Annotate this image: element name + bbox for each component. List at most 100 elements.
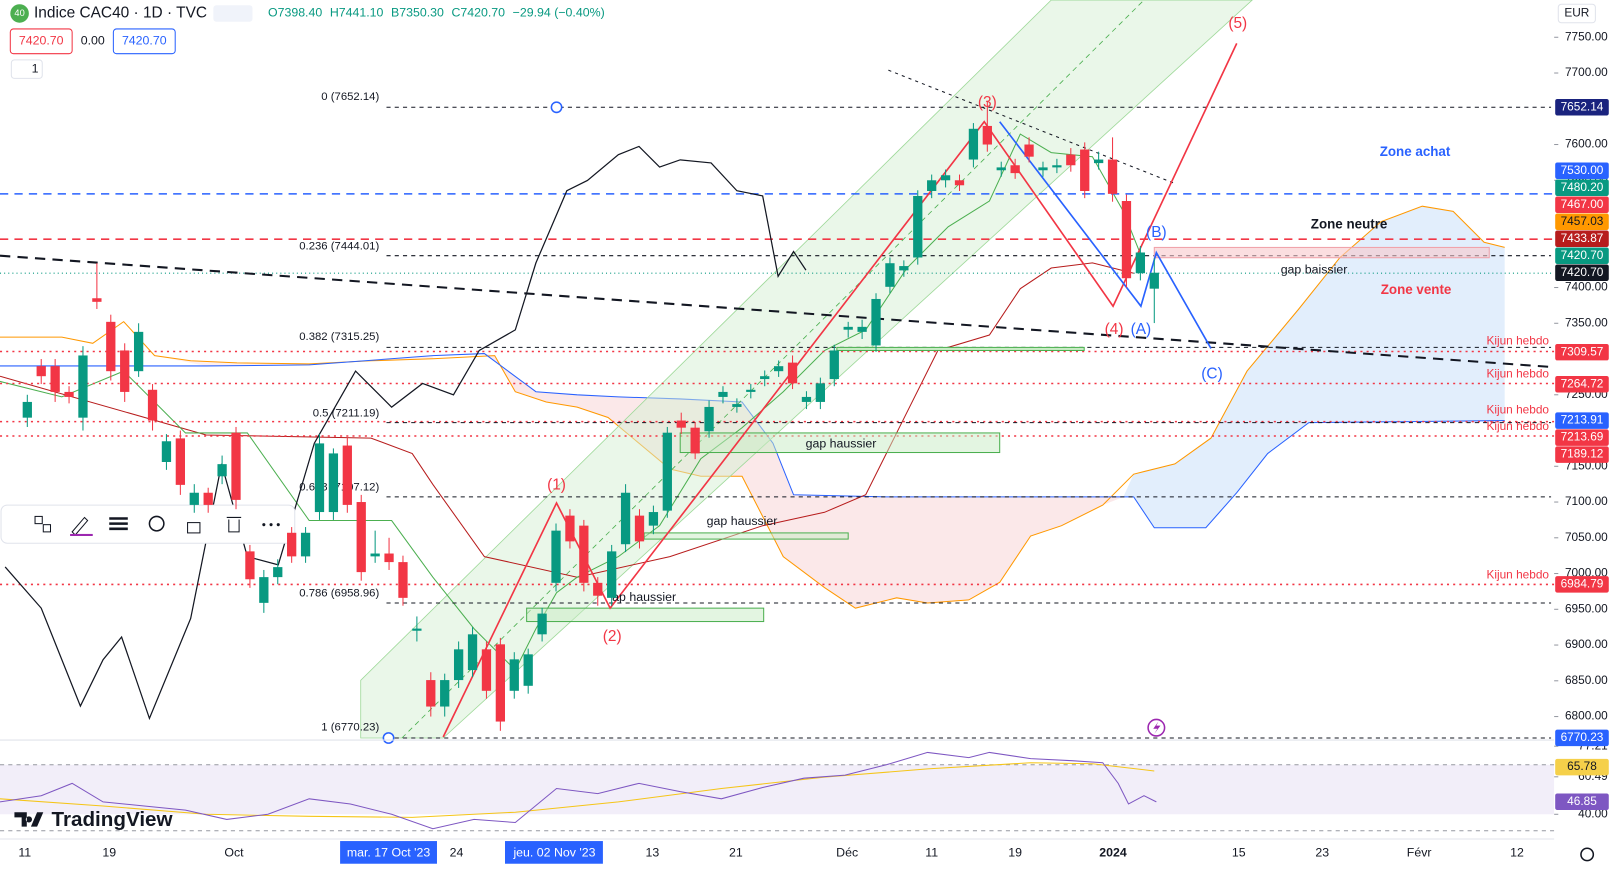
price-tag-label: 7309.57 — [1561, 344, 1604, 358]
tool-icon[interactable] — [269, 523, 273, 527]
candle-body — [245, 551, 255, 580]
gap-label: ap haussier — [612, 590, 676, 604]
fib-label: 0.382 (7315.25) — [299, 331, 379, 343]
compare-button[interactable] — [213, 5, 253, 22]
date-label: jeu. 02 Nov '23 — [512, 846, 595, 860]
candle-body — [300, 532, 311, 557]
fib-label: 0.618 (7107.12) — [299, 482, 379, 494]
rsi-line — [0, 751, 1157, 830]
candle-body — [50, 366, 60, 392]
price-tag — [1555, 264, 1609, 281]
y-tick-label: 7400.00 — [1565, 280, 1608, 294]
symbol-badge — [10, 4, 29, 23]
trend-line — [0, 254, 1552, 369]
candle-body — [328, 453, 339, 513]
date-label: Févr — [1407, 846, 1432, 860]
date-label: 24 — [450, 846, 464, 860]
candle-body — [1135, 252, 1146, 274]
date-label: Oct — [224, 846, 244, 860]
candle-body — [579, 525, 589, 583]
cloud-bullish — [1123, 206, 1505, 528]
date-label: 12 — [1510, 846, 1524, 860]
tool-icon[interactable] — [34, 515, 43, 525]
zone-label: Zone neutre — [1311, 216, 1388, 231]
candle-body — [857, 326, 867, 332]
candle-body — [1024, 144, 1034, 157]
candle-body — [467, 634, 478, 671]
anchor — [550, 101, 563, 114]
quantity-dropdown[interactable] — [10, 59, 43, 79]
candle-body — [551, 530, 561, 583]
candle-body — [398, 562, 408, 598]
tool-icon[interactable] — [276, 523, 280, 527]
candle-body — [940, 175, 951, 181]
candle-body — [120, 350, 130, 392]
color-bar — [70, 533, 93, 536]
candle-body — [787, 362, 798, 384]
ohlc-high: H7441.10 — [330, 6, 384, 20]
candle-body — [773, 366, 784, 372]
candle-body — [36, 366, 46, 377]
rsi-tag-label: 65.78 — [1567, 759, 1597, 773]
fib-label: 0.236 (7444.01) — [299, 240, 379, 252]
tool-icon[interactable] — [187, 522, 201, 534]
gap-label: gap haussier — [707, 514, 778, 528]
currency: EUR — [1564, 6, 1589, 20]
tool-icon[interactable] — [109, 517, 128, 531]
gap-box — [1153, 246, 1490, 259]
date-label: mar. 17 Oct '23 — [347, 846, 431, 860]
kijun-label: Kijun hebdo — [1486, 419, 1549, 433]
ohlc-open: O7398.40 — [268, 6, 322, 20]
candle-body — [537, 613, 547, 635]
wave-label: (C) — [1201, 365, 1222, 382]
spread: 0.00 — [81, 34, 105, 48]
candle-body — [1052, 165, 1062, 168]
candle-body — [384, 553, 394, 563]
candle-body — [676, 420, 686, 428]
wave-line — [999, 121, 1212, 349]
candle-body — [481, 649, 492, 691]
gap-box — [679, 432, 1001, 454]
candle-body — [801, 396, 812, 402]
symbol-title[interactable]: Indice CAC40 · 1D · TVC — [34, 5, 207, 22]
ohlc-low: B7350.30 — [391, 6, 444, 20]
price-tag-label: 7530.00 — [1561, 163, 1604, 177]
candle-body — [815, 383, 826, 402]
price-tag — [1555, 179, 1609, 196]
y-tick-label: 7700.00 — [1565, 65, 1608, 79]
candle-body — [189, 492, 199, 505]
gap-box — [643, 532, 849, 540]
gap-box — [526, 607, 765, 623]
candle-body — [885, 263, 895, 287]
candle-body — [690, 427, 700, 454]
settings-icon[interactable] — [1580, 847, 1595, 862]
date-label: 19 — [1008, 846, 1022, 860]
candle-body — [913, 196, 923, 258]
candle-body — [732, 404, 742, 407]
date-label: Déc — [836, 846, 858, 860]
candle-body — [1010, 165, 1020, 174]
anchor — [382, 732, 395, 744]
y-tick-label: 7000.00 — [1565, 566, 1608, 580]
tool-icon[interactable] — [226, 516, 242, 533]
tool-icon[interactable] — [262, 523, 266, 527]
candle-body — [1093, 159, 1104, 164]
candle-body — [1121, 201, 1132, 279]
buy-button[interactable] — [112, 28, 176, 55]
wave-label: (B) — [1146, 224, 1167, 241]
price-tag-label: 7457.03 — [1561, 214, 1604, 228]
price-tag-label: 7189.12 — [1561, 447, 1604, 461]
candle-body — [509, 659, 519, 691]
kijun-label: Kijun hebdo — [1486, 333, 1549, 347]
currency-button[interactable] — [1557, 3, 1596, 24]
price-tag-label: 7480.20 — [1561, 180, 1604, 194]
event-icon-bolt — [1153, 721, 1161, 734]
y-tick-label: 6900.00 — [1565, 637, 1608, 651]
sell-button[interactable] — [9, 28, 73, 55]
sell-price: 7420.70 — [19, 34, 64, 48]
logo-icon — [14, 812, 44, 827]
tool-icon[interactable] — [148, 515, 165, 532]
tool-icon[interactable] — [42, 524, 52, 533]
price-tag — [1555, 446, 1609, 463]
